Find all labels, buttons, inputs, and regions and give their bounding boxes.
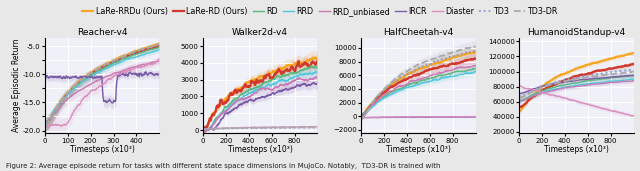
X-axis label: Timesteps (x10³): Timesteps (x10³) [70, 145, 134, 154]
X-axis label: Timesteps (x10³): Timesteps (x10³) [544, 145, 609, 154]
X-axis label: Timesteps (x10³): Timesteps (x10³) [228, 145, 292, 154]
Legend: LaRe-RRDu (Ours), LaRe-RD (Ours), RD, RRD, RRD_unbiased, IRCR, Diaster, TD3, TD3: LaRe-RRDu (Ours), LaRe-RD (Ours), RD, RR… [79, 4, 561, 19]
Title: Walker2d-v4: Walker2d-v4 [232, 28, 288, 37]
Title: HalfCheetah-v4: HalfCheetah-v4 [383, 28, 453, 37]
Text: Figure 2: Average episode return for tasks with different state space dimensions: Figure 2: Average episode return for tas… [6, 163, 441, 169]
Title: HumanoidStandup-v4: HumanoidStandup-v4 [527, 28, 625, 37]
X-axis label: Timesteps (x10³): Timesteps (x10³) [386, 145, 451, 154]
Title: Reacher-v4: Reacher-v4 [77, 28, 127, 37]
Y-axis label: Average Episodic Return: Average Episodic Return [12, 39, 21, 132]
